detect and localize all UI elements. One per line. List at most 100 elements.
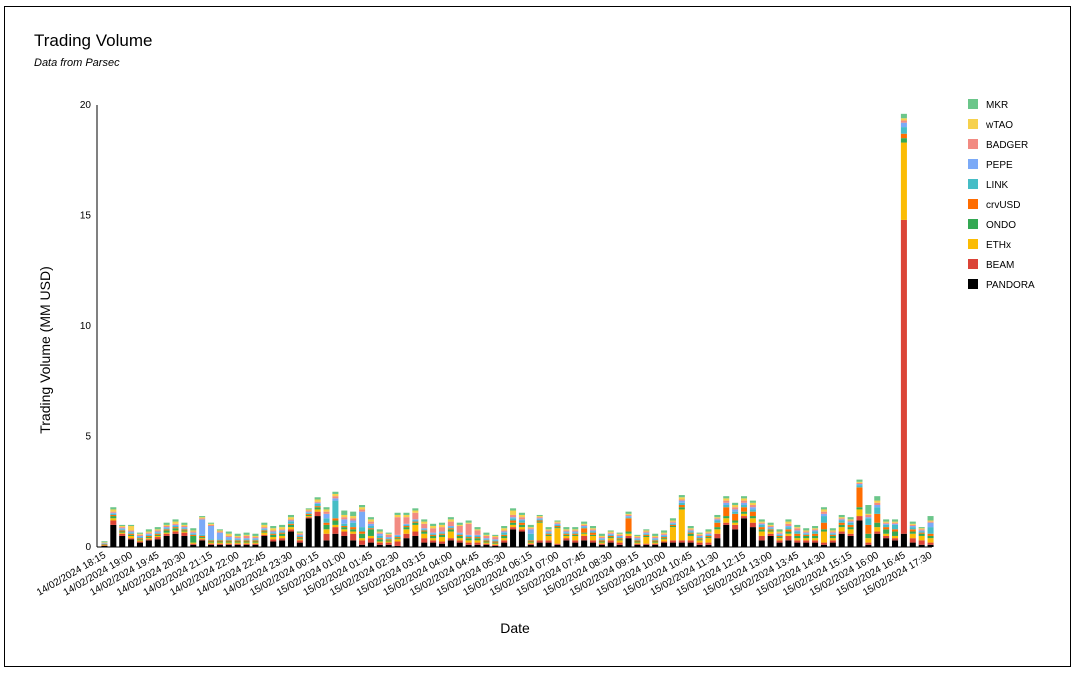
bar-ondo-83[interactable] [838, 524, 845, 528]
bar-badger-78[interactable] [794, 528, 801, 531]
bar-badger-83[interactable] [838, 518, 845, 520]
bar-mkr-56[interactable] [598, 533, 605, 536]
bar-mkr-59[interactable] [625, 511, 632, 514]
bar-link-40[interactable] [456, 533, 463, 535]
bar-link-58[interactable] [616, 537, 623, 539]
bar-link-75[interactable] [767, 528, 774, 530]
bar-pepe-3[interactable] [128, 531, 135, 533]
bar-badger-81[interactable] [820, 511, 827, 514]
bar-crvusd-76[interactable] [776, 535, 783, 538]
bar-wtao-56[interactable] [598, 535, 605, 538]
bar-wtao-66[interactable] [687, 528, 694, 530]
bar-mkr-20[interactable] [279, 524, 286, 528]
bar-pepe-40[interactable] [456, 532, 463, 534]
bar-wtao-81[interactable] [820, 509, 827, 512]
bar-ondo-81[interactable] [820, 529, 827, 532]
bar-link-4[interactable] [136, 537, 143, 539]
bar-ondo-52[interactable] [563, 534, 570, 536]
bar-wtao-42[interactable] [474, 529, 481, 531]
bar-pandora-53[interactable] [572, 542, 579, 547]
bar-pepe-23[interactable] [305, 511, 312, 513]
bar-beam-80[interactable] [812, 540, 819, 543]
bar-pandora-83[interactable] [838, 533, 845, 547]
bar-pepe-1[interactable] [110, 512, 117, 514]
bar-pandora-42[interactable] [474, 544, 481, 547]
bar-pepe-36[interactable] [421, 528, 428, 530]
bar-ethx-24[interactable] [314, 509, 321, 512]
bar-ethx-31[interactable] [376, 541, 383, 543]
bar-beam-78[interactable] [794, 540, 801, 543]
bar-ethx-7[interactable] [163, 532, 170, 534]
bar-mkr-52[interactable] [563, 527, 570, 530]
bar-mkr-79[interactable] [803, 528, 810, 531]
bar-pepe-17[interactable] [252, 538, 259, 540]
bar-ethx-43[interactable] [483, 542, 490, 544]
bar-ethx-21[interactable] [287, 527, 294, 530]
bar-wtao-41[interactable] [465, 522, 472, 524]
bar-ethx-3[interactable] [128, 535, 135, 539]
bar-beam-2[interactable] [119, 533, 126, 536]
bar-ethx-12[interactable] [208, 542, 215, 544]
bar-badger-27[interactable] [341, 517, 348, 520]
bar-ethx-36[interactable] [421, 533, 428, 539]
bar-pandora-60[interactable] [634, 544, 641, 547]
bar-ethx-84[interactable] [847, 529, 854, 534]
bar-ondo-36[interactable] [421, 531, 428, 534]
bar-beam-7[interactable] [163, 533, 170, 536]
bar-crvusd-74[interactable] [758, 527, 765, 530]
bar-pandora-77[interactable] [785, 540, 792, 547]
bar-pepe-19[interactable] [270, 531, 277, 533]
bar-wtao-2[interactable] [119, 526, 126, 528]
bar-crvusd-81[interactable] [820, 522, 827, 530]
bar-link-71[interactable] [732, 511, 739, 514]
bar-badger-88[interactable] [883, 522, 890, 524]
bar-crvusd-16[interactable] [243, 540, 250, 542]
bar-link-32[interactable] [385, 538, 392, 540]
bar-ethx-87[interactable] [874, 527, 881, 532]
bar-link-81[interactable] [820, 516, 827, 523]
bar-pandora-43[interactable] [483, 544, 490, 547]
bar-pepe-47[interactable] [518, 519, 525, 521]
bar-pandora-89[interactable] [892, 540, 899, 547]
bar-link-11[interactable] [199, 534, 206, 536]
bar-mkr-37[interactable] [430, 523, 437, 526]
bar-ondo-2[interactable] [119, 531, 126, 533]
bar-pepe-46[interactable] [510, 517, 517, 519]
bar-mkr-82[interactable] [829, 528, 836, 531]
bar-ondo-76[interactable] [776, 537, 783, 539]
bar-beam-16[interactable] [243, 543, 250, 545]
bar-pepe-83[interactable] [838, 519, 845, 521]
bar-crvusd-58[interactable] [616, 538, 623, 540]
bar-pepe-72[interactable] [741, 502, 748, 506]
bar-pandora-12[interactable] [208, 544, 215, 547]
bar-mkr-80[interactable] [812, 526, 819, 529]
bar-beam-55[interactable] [589, 540, 597, 543]
bar-wtao-0[interactable] [101, 542, 108, 543]
bar-badger-57[interactable] [607, 532, 614, 534]
bar-pepe-29[interactable] [359, 511, 366, 528]
bar-ondo-34[interactable] [403, 527, 410, 530]
bar-badger-85[interactable] [856, 482, 863, 485]
bar-link-9[interactable] [181, 528, 188, 530]
bar-crvusd-35[interactable] [412, 521, 419, 523]
bar-crvusd-34[interactable] [403, 526, 410, 528]
bar-wtao-31[interactable] [376, 531, 383, 533]
bar-mkr-74[interactable] [758, 519, 765, 522]
bar-ondo-46[interactable] [510, 522, 517, 525]
bar-pepe-5[interactable] [145, 533, 152, 535]
bar-pepe-10[interactable] [190, 532, 197, 534]
bar-ethx-71[interactable] [732, 522, 739, 525]
bar-beam-13[interactable] [216, 543, 223, 545]
bar-pepe-26[interactable] [332, 498, 339, 501]
bar-link-74[interactable] [758, 524, 765, 528]
bar-ethx-65[interactable] [678, 509, 685, 541]
bar-link-56[interactable] [598, 539, 605, 541]
bar-link-82[interactable] [829, 533, 836, 535]
bar-pepe-93[interactable] [927, 522, 934, 528]
bar-badger-30[interactable] [367, 521, 374, 524]
bar-wtao-46[interactable] [510, 510, 517, 515]
bar-pepe-80[interactable] [812, 530, 819, 532]
bar-ondo-51[interactable] [554, 527, 561, 529]
bar-ethx-78[interactable] [794, 538, 801, 541]
bar-pepe-25[interactable] [323, 513, 330, 519]
